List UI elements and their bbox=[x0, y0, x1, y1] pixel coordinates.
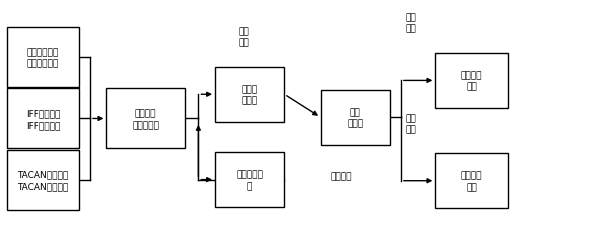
Text: TACAN搜索任务
TACAN定位任务: TACAN搜索任务 TACAN定位任务 bbox=[18, 169, 68, 190]
Text: 申请任务
参数生成器: 申请任务 参数生成器 bbox=[132, 109, 159, 129]
FancyBboxPatch shape bbox=[435, 54, 508, 109]
Text: 删除
任务: 删除 任务 bbox=[406, 113, 416, 134]
FancyBboxPatch shape bbox=[215, 152, 284, 207]
Text: IFF搜索任务
IFF定位任务: IFF搜索任务 IFF定位任务 bbox=[26, 109, 60, 129]
FancyBboxPatch shape bbox=[435, 153, 508, 209]
Text: 调度
执行器: 调度 执行器 bbox=[347, 107, 364, 128]
Text: 调度
队列: 调度 队列 bbox=[238, 27, 249, 47]
Text: 延迟任务队
列: 延迟任务队 列 bbox=[236, 169, 263, 190]
Text: 删除任务
队列: 删除任务 队列 bbox=[461, 170, 482, 191]
Text: 执行任务
队列: 执行任务 队列 bbox=[461, 71, 482, 91]
FancyBboxPatch shape bbox=[7, 28, 79, 88]
FancyBboxPatch shape bbox=[7, 89, 79, 149]
FancyBboxPatch shape bbox=[321, 90, 390, 145]
FancyBboxPatch shape bbox=[215, 67, 284, 122]
Text: 雷达搜索任务
雷达定位任务: 雷达搜索任务 雷达定位任务 bbox=[27, 48, 59, 68]
FancyBboxPatch shape bbox=[7, 150, 79, 210]
Text: 优先级
分析器: 优先级 分析器 bbox=[241, 85, 258, 105]
Text: 执行
任务: 执行 任务 bbox=[406, 14, 416, 34]
FancyBboxPatch shape bbox=[106, 89, 185, 149]
Text: 延迟任务: 延迟任务 bbox=[331, 172, 353, 181]
